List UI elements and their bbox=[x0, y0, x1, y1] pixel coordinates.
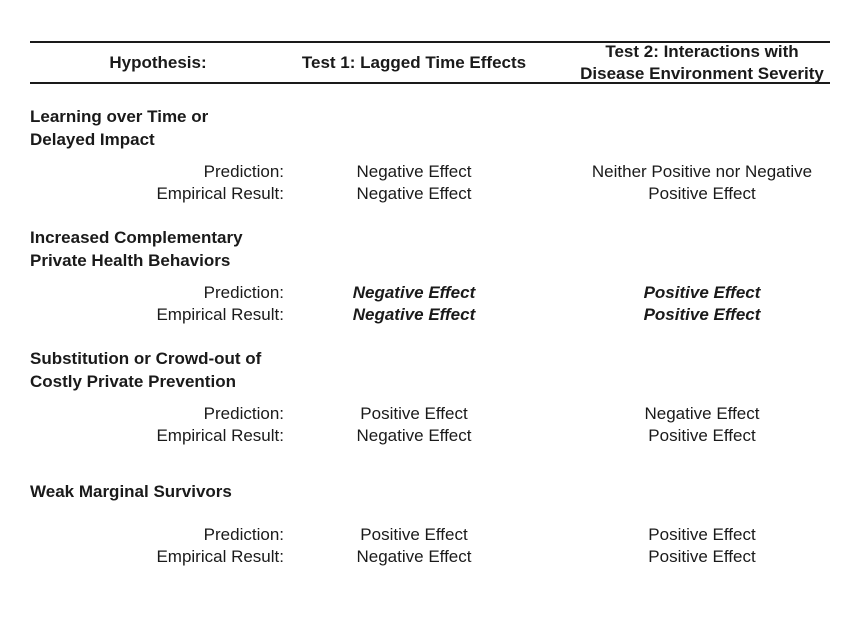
section-title-line: Delayed Impact bbox=[30, 130, 155, 149]
section-title-line: Weak Marginal Survivors bbox=[30, 482, 232, 501]
row-label-empirical: Empirical Result: bbox=[156, 426, 284, 445]
header-hypothesis: Hypothesis: bbox=[109, 53, 207, 72]
cell-test1-prediction: Negative Effect bbox=[352, 283, 476, 302]
header-test2-line2: Disease Environment Severity bbox=[580, 64, 824, 83]
row-label-empirical: Empirical Result: bbox=[156, 305, 284, 324]
row-label-prediction: Prediction: bbox=[203, 283, 284, 302]
cell-test2-empirical: Positive Effect bbox=[648, 426, 756, 445]
section-title-line: Substitution or Crowd-out of bbox=[30, 349, 262, 368]
cell-test1-empirical: Negative Effect bbox=[356, 426, 472, 445]
row-label-empirical: Empirical Result: bbox=[156, 547, 284, 566]
row-label-prediction: Prediction: bbox=[203, 162, 284, 181]
cell-test2-empirical: Positive Effect bbox=[643, 305, 761, 324]
header-test1: Test 1: Lagged Time Effects bbox=[301, 53, 527, 72]
row-label-prediction: Prediction: bbox=[203, 404, 284, 423]
section-title-line: Private Health Behaviors bbox=[30, 251, 231, 270]
section-title-substitution: Substitution or Crowd-out of Costly Priv… bbox=[30, 347, 261, 393]
cell-test1-prediction: Negative Effect bbox=[356, 162, 472, 181]
row-label-prediction: Prediction: bbox=[203, 525, 284, 544]
cell-test2-empirical: Positive Effect bbox=[648, 547, 756, 566]
cell-test1-prediction: Positive Effect bbox=[360, 404, 468, 423]
table-header-rule bbox=[30, 82, 830, 84]
cell-test1-empirical: Negative Effect bbox=[356, 184, 472, 203]
cell-test2-prediction: Positive Effect bbox=[648, 525, 756, 544]
section-title-weak-survivors: Weak Marginal Survivors bbox=[30, 480, 232, 503]
cell-test2-prediction: Neither Positive nor Negative bbox=[591, 162, 813, 181]
cell-test1-empirical: Negative Effect bbox=[352, 305, 476, 324]
section-title-complementary: Increased Complementary Private Health B… bbox=[30, 226, 243, 272]
section-title-line: Learning over Time or bbox=[30, 107, 209, 126]
cell-test2-prediction: Positive Effect bbox=[643, 283, 761, 302]
cell-test2-empirical: Positive Effect bbox=[648, 184, 756, 203]
header-test2: Test 2: Interactions with Disease Enviro… bbox=[570, 41, 834, 85]
section-title-line: Costly Private Prevention bbox=[30, 372, 236, 391]
section-title-line: Increased Complementary bbox=[30, 228, 243, 247]
cell-test2-prediction: Negative Effect bbox=[644, 404, 760, 423]
table-top-rule bbox=[30, 41, 830, 43]
section-title-learning: Learning over Time or Delayed Impact bbox=[30, 105, 208, 151]
cell-test1-prediction: Positive Effect bbox=[360, 525, 468, 544]
header-test2-line1: Test 2: Interactions with bbox=[605, 42, 799, 61]
row-label-empirical: Empirical Result: bbox=[156, 184, 284, 203]
cell-test1-empirical: Negative Effect bbox=[356, 547, 472, 566]
